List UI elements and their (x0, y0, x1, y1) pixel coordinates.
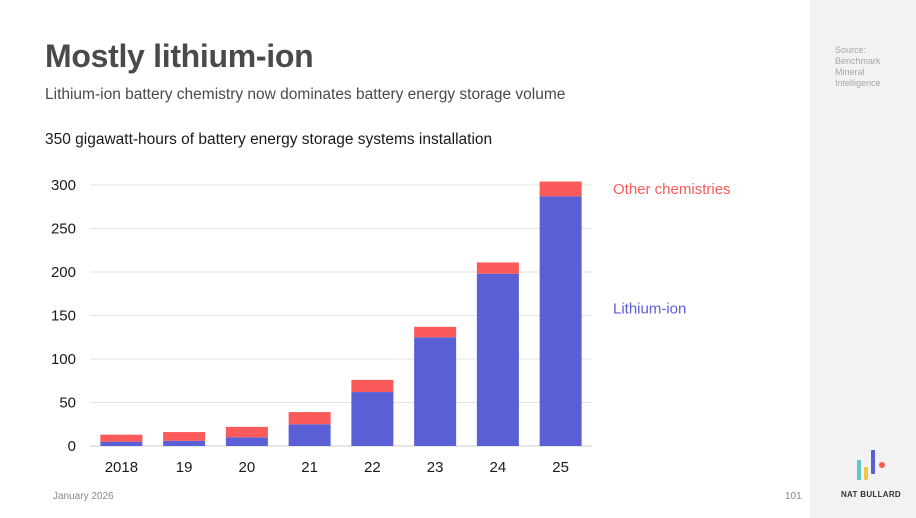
bar-lithium-ion (100, 441, 143, 446)
bar-other-chemistries (351, 379, 394, 393)
y-tick-label: 0 (68, 438, 76, 455)
x-tick-label: 2018 (105, 459, 138, 476)
bar-lithium-ion (288, 424, 331, 446)
y-tick-label: 300 (51, 177, 76, 194)
legend-other-chemistries: Other chemistries (613, 181, 731, 198)
x-tick-label: 23 (427, 459, 444, 476)
brand-name: NAT BULLARD (840, 490, 902, 499)
sidebar-panel (810, 0, 916, 518)
brand-logo-icon (857, 450, 885, 480)
logo-bar-yellow (864, 467, 868, 480)
bar-lithium-ion (225, 437, 268, 446)
bar-other-chemistries (163, 432, 206, 441)
bar-other-chemistries (225, 426, 268, 438)
bar-lithium-ion (414, 337, 457, 446)
slide-title: Mostly lithium-ion (45, 38, 314, 74)
bar-lithium-ion (163, 440, 206, 446)
footer-date: January 2026 (53, 491, 114, 502)
logo-dot-red (879, 462, 885, 468)
x-tick-label: 19 (176, 459, 193, 476)
chart-title: 350 gigawatt-hours of battery energy sto… (45, 131, 493, 148)
x-tick-label: 25 (552, 459, 569, 476)
stacked-bar-chart: 0 50 100 150 200 250 300 2018 19 20 21 22 23 24 25 Othe… (51, 177, 731, 476)
bar-lithium-ion (539, 196, 582, 446)
bar-other-chemistries (539, 181, 582, 197)
x-tick-label: 20 (239, 459, 256, 476)
page-number: 101 (785, 491, 802, 502)
logo-bar-indigo (871, 450, 875, 474)
legend-lithium-ion: Lithium-ion (613, 301, 686, 318)
x-tick-label: 22 (364, 459, 381, 476)
bar-other-chemistries (100, 434, 143, 442)
bar-other-chemistries (288, 412, 331, 425)
bar-lithium-ion (351, 392, 394, 446)
y-tick-label: 50 (59, 395, 76, 412)
y-tick-label: 200 (51, 264, 76, 281)
bar-other-chemistries (476, 262, 519, 274)
source-note: Source: Benchmark Mineral Intelligence (835, 45, 881, 88)
y-tick-label: 150 (51, 308, 76, 325)
x-tick-label: 21 (301, 459, 318, 476)
logo-bar-teal (857, 460, 861, 480)
y-tick-label: 100 (51, 351, 76, 368)
y-tick-label: 250 (51, 221, 76, 238)
bar-lithium-ion (476, 273, 519, 446)
bar-other-chemistries (414, 326, 457, 338)
slide-subtitle: Lithium-ion battery chemistry now domina… (45, 86, 566, 103)
x-tick-label: 24 (490, 459, 507, 476)
